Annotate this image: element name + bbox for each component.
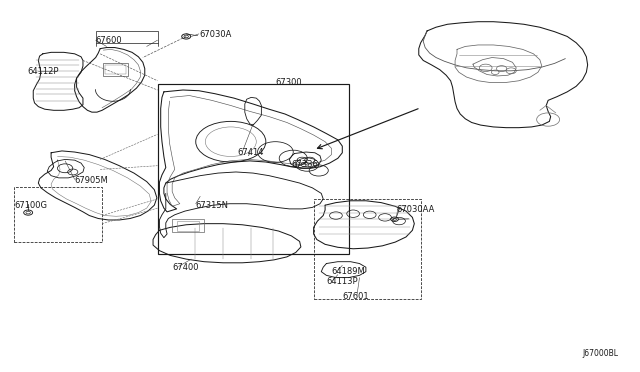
Text: 67336: 67336 xyxy=(291,160,318,169)
Text: 64189M: 64189M xyxy=(332,267,365,276)
Text: 64113P: 64113P xyxy=(326,278,358,286)
Bar xyxy=(14,187,102,242)
Text: 67030A: 67030A xyxy=(199,30,231,39)
Text: 67414: 67414 xyxy=(237,148,264,157)
Text: 67100G: 67100G xyxy=(14,201,47,210)
Bar xyxy=(105,65,125,74)
Text: 64112P: 64112P xyxy=(27,67,58,76)
Text: J67000BL: J67000BL xyxy=(582,350,618,359)
Bar xyxy=(177,221,199,231)
Text: 67400: 67400 xyxy=(172,263,198,272)
Bar xyxy=(314,199,420,299)
Text: 67030AA: 67030AA xyxy=(396,205,435,215)
Text: 67300: 67300 xyxy=(275,78,302,87)
Text: 67600: 67600 xyxy=(96,36,122,45)
Bar xyxy=(172,219,204,232)
Text: 67905M: 67905M xyxy=(75,176,108,185)
Text: 67315N: 67315N xyxy=(196,201,228,210)
Bar xyxy=(103,63,127,76)
Bar xyxy=(157,84,349,254)
Bar xyxy=(96,31,157,43)
Text: 67601: 67601 xyxy=(342,292,369,301)
